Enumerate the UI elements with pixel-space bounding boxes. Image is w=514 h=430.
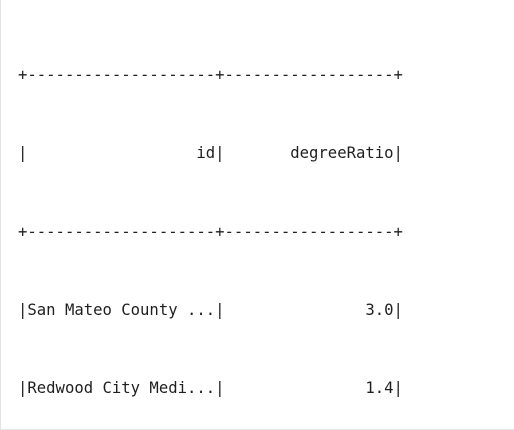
table-border-header: +--------------------+------------------… [18, 222, 403, 241]
table-row: |Redwood City Medi...| 1.4| [18, 379, 403, 398]
table-row: |San Mateo County ...| 3.0| [18, 301, 403, 320]
table-header-row: | id| degreeRatio| [18, 144, 403, 163]
dataframe-show-output: +--------------------+------------------… [18, 10, 403, 430]
table-border-top: +--------------------+------------------… [18, 66, 403, 85]
